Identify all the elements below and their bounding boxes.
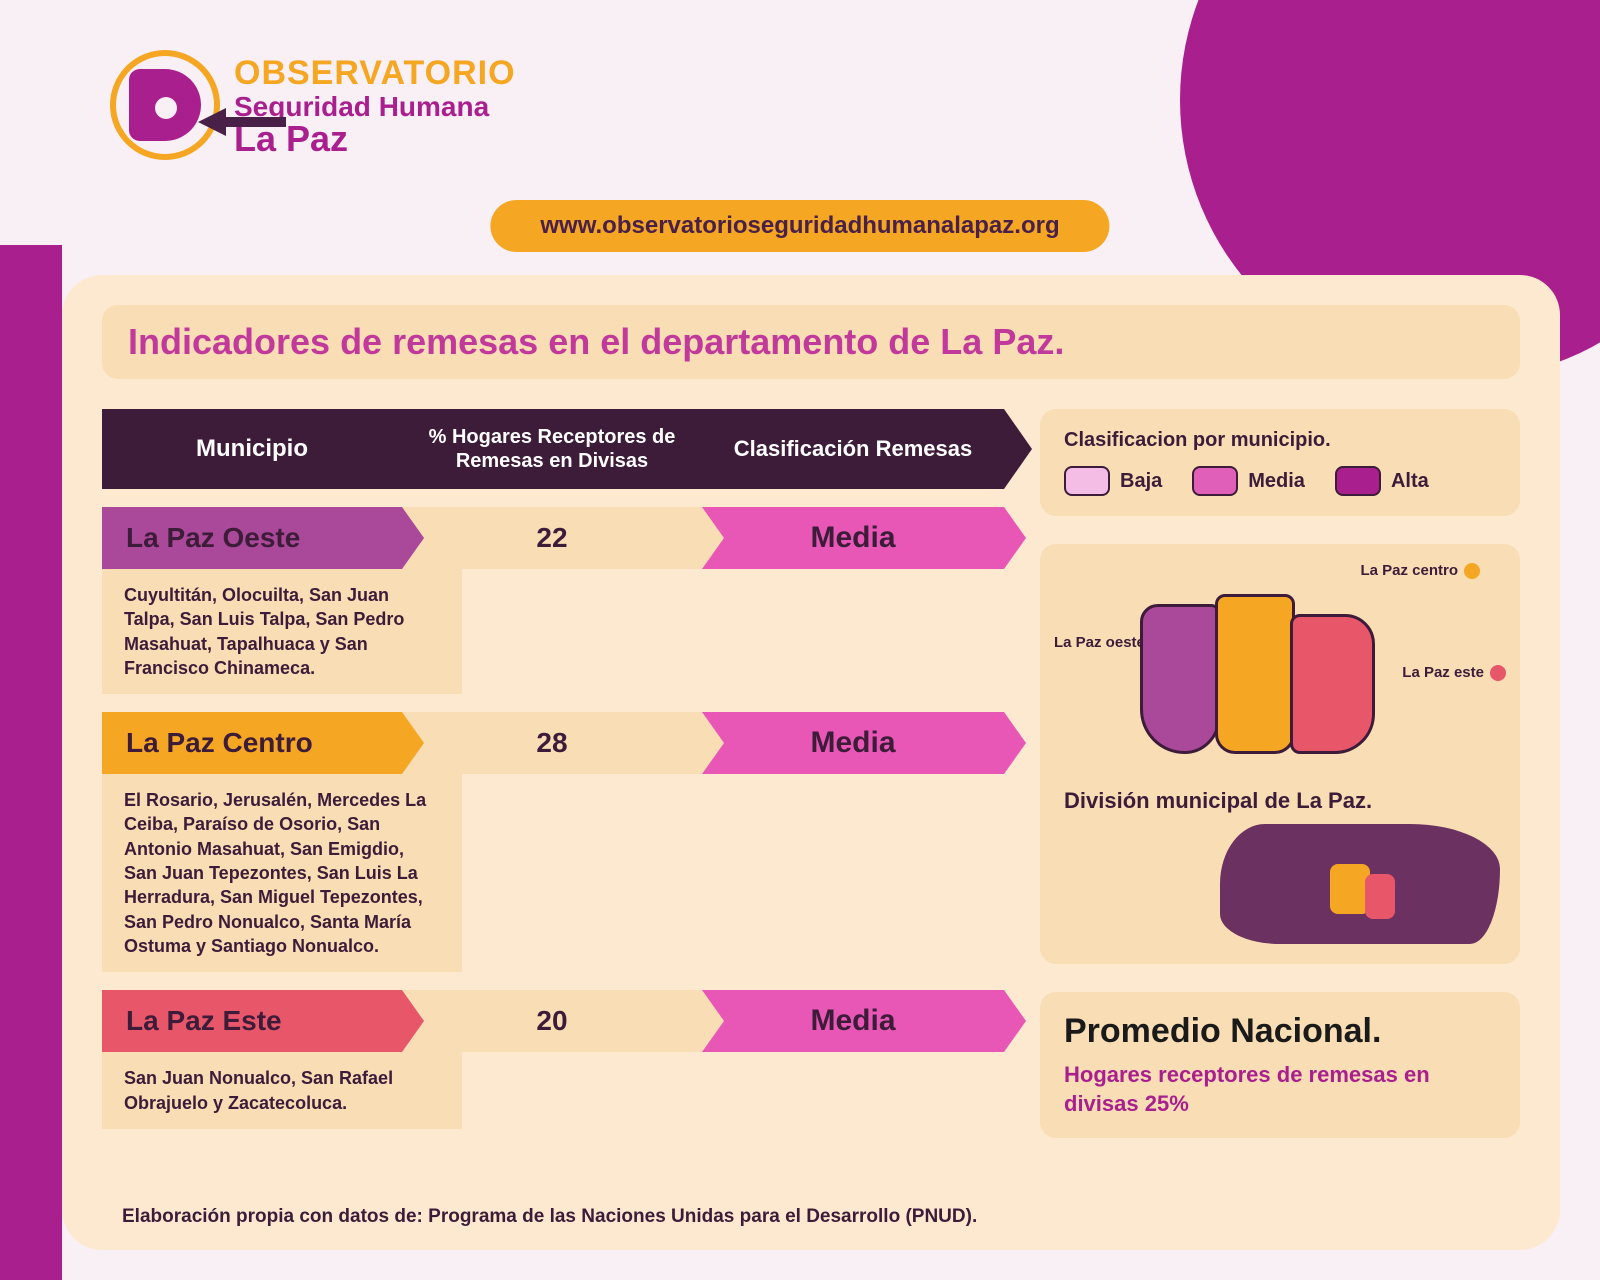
municipalities-list: Cuyultitán, Olocuilta, San Juan Talpa, S… [102,569,462,694]
legend-item: Baja [1064,466,1162,496]
avg-subtitle: Hogares receptores de remesas en divisas… [1064,1061,1496,1118]
municipalities-list: El Rosario, Jerusalén, Mercedes La Ceiba… [102,774,462,972]
legend-label: Baja [1120,470,1162,493]
legend-swatch-icon [1335,466,1381,496]
chevron-right-icon [402,712,424,774]
legend-swatch-icon [1192,466,1238,496]
logo-ring-icon [110,50,220,160]
dot-centro-icon [1464,563,1480,579]
cell-percentage: 20 [402,990,702,1052]
logo-arrow-icon [198,108,226,136]
dot-este-icon [1490,665,1506,681]
logo-text: OBSERVATORIO Seguridad Humana La Paz [234,54,516,157]
table-row: La Paz Centro28Media [102,712,1004,774]
table-header: Municipio % Hogares Receptores de Remesa… [102,409,1004,489]
header-classification: Clasificación Remesas [702,436,1004,462]
legend-label: Alta [1391,470,1429,493]
logo: OBSERVATORIO Seguridad Humana La Paz [110,50,516,160]
chevron-right-icon [402,990,424,1052]
chevron-right-icon [1004,990,1026,1052]
country-map-icon [1220,824,1500,944]
legend-label: Media [1248,470,1305,493]
cell-classification: Media [702,507,1004,569]
title-band: Indicadores de remesas en el departament… [102,305,1520,379]
legend-swatch-icon [1064,466,1110,496]
table-row: La Paz Oeste22Media [102,507,1004,569]
legend-item: Alta [1335,466,1429,496]
region-este [1290,614,1375,754]
logo-line1: OBSERVATORIO [234,54,516,93]
cell-classification: Media [702,712,1004,774]
map-box: La Paz centro La Paz oeste La Paz este D… [1040,544,1520,964]
country-highlight-1 [1330,864,1370,914]
page-title: Indicadores de remesas en el departament… [128,321,1064,362]
cell-percentage: 28 [402,712,702,774]
chevron-right-icon [402,507,424,569]
cell-percentage: 22 [402,507,702,569]
avg-title: Promedio Nacional. [1064,1012,1496,1051]
data-table: Municipio % Hogares Receptores de Remesa… [102,409,1004,1138]
sidebar: Clasificacion por municipio. Baja Media Al… [1040,409,1520,1138]
chevron-right-icon [1004,712,1026,774]
region-oeste [1140,604,1220,754]
main-panel: Indicadores de remesas en el departament… [62,275,1560,1250]
url-text: www.observatorioseguridadhumanalapaz.org [540,212,1059,239]
chevron-right-icon [1004,507,1026,569]
cell-municipio: La Paz Oeste [102,507,402,569]
footer-source: Elaboración propia con datos de: Program… [122,1206,977,1228]
header-pct: % Hogares Receptores de Remesas en Divis… [402,425,702,473]
cell-municipio: La Paz Centro [102,712,402,774]
country-highlight-2 [1365,874,1395,919]
national-average-box: Promedio Nacional. Hogares receptores de… [1040,992,1520,1138]
table-row: La Paz Este20Media [102,990,1004,1052]
legend-title: Clasificacion por municipio. [1064,429,1496,452]
municipalities-list: San Juan Nonualco, San Rafael Obrajuelo … [102,1052,462,1129]
logo-shape-icon [129,69,201,141]
legend-item: Media [1192,466,1305,496]
cell-municipio: La Paz Este [102,990,402,1052]
map-caption: División municipal de La Paz. [1064,788,1372,814]
left-accent-bar [0,245,62,1280]
website-url[interactable]: www.observatorioseguridadhumanalapaz.org [490,200,1109,252]
map-label-centro: La Paz centro [1360,562,1480,579]
cell-classification: Media [702,990,1004,1052]
map-label-este: La Paz este [1402,664,1506,681]
dept-map-icon [1140,584,1380,764]
legend-items: Baja Media Alta [1064,466,1496,496]
header-municipio: Municipio [102,435,402,463]
legend-box: Clasificacion por municipio. Baja Media Al… [1040,409,1520,516]
region-centro [1215,594,1295,754]
content-columns: Municipio % Hogares Receptores de Remesa… [102,409,1520,1138]
